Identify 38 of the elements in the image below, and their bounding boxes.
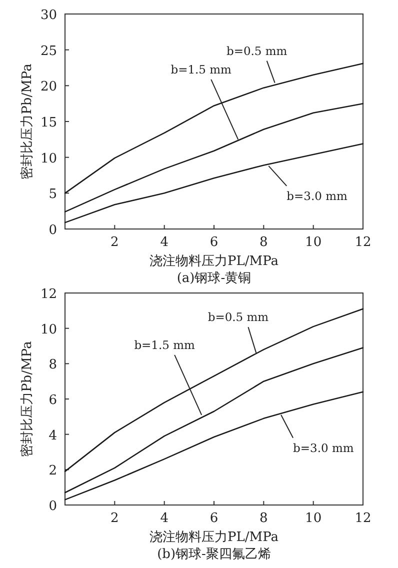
y-tick-label: 15	[40, 116, 57, 130]
y-tick-label: 20	[40, 80, 57, 95]
y-tick-label: 2	[48, 464, 57, 479]
annotation: b=1.5 mm	[134, 338, 196, 352]
x-tick-label: 6	[210, 511, 218, 526]
y-axis-title: 密封比压力Pb/MPa	[20, 63, 35, 180]
x-tick-label: 2	[110, 235, 119, 250]
y-tick-label: 25	[40, 44, 57, 59]
x-tick-label: 8	[260, 511, 268, 526]
y-tick-label: 6	[48, 393, 57, 408]
x-tick-label: 12	[354, 235, 372, 250]
x-tick-label: 4	[160, 511, 168, 526]
y-tick-label: 8	[48, 358, 57, 373]
x-tick-label: 4	[160, 235, 168, 250]
y-tick-label: 5	[48, 187, 57, 202]
y-tick-label: 12	[40, 287, 57, 302]
y-tick-label: 4	[48, 428, 57, 444]
x-tick-label: 12	[354, 511, 372, 526]
x-axis-title: 浇注物料压力PL/MPa	[150, 530, 279, 545]
x-tick-label: 10	[305, 235, 322, 250]
annotation: b=1.5 mm	[170, 62, 232, 76]
x-axis-title: 浇注物料压力PL/MPa	[150, 254, 279, 269]
y-tick-label: 0	[48, 499, 57, 514]
x-tick-label: 6	[210, 235, 218, 250]
x-tick-label: 8	[260, 235, 268, 250]
x-tick-label: 2	[110, 511, 119, 526]
text: (a)钢球-黄铜	[176, 271, 252, 286]
x-tick-label: 10	[305, 511, 322, 526]
annotation: b=3.0 mm	[293, 440, 354, 455]
y-tick-label: 10	[40, 322, 57, 338]
annotation: b=0.5 mm	[226, 44, 288, 58]
y-tick-label: 0	[48, 223, 57, 238]
y-axis-title: 密封比压力Pb/MPa	[20, 340, 35, 457]
text: (b)钢球-聚四氟乙烯	[157, 547, 271, 562]
annotation: b=3.0 mm	[286, 188, 348, 203]
y-tick-label: 10	[40, 151, 57, 166]
annotation: b=0.5 mm	[208, 310, 269, 324]
y-tick-label: 30	[40, 8, 57, 23]
